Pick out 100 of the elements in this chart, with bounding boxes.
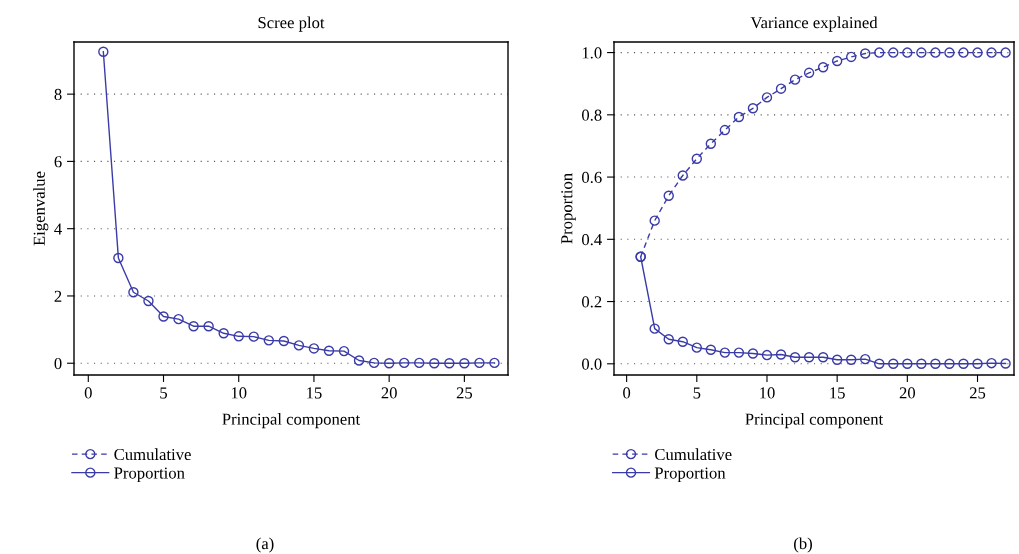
- point: [649, 323, 660, 334]
- chart-title: Variance explained: [750, 16, 878, 32]
- point: [173, 313, 184, 325]
- point: [98, 46, 109, 57]
- point: [775, 83, 787, 94]
- point: [944, 358, 955, 370]
- x-tick-label: 10: [231, 387, 247, 399]
- point: [719, 124, 731, 136]
- point: [1000, 358, 1011, 369]
- point: [414, 357, 425, 369]
- x-tick-label: 20: [899, 387, 916, 399]
- y-tick-label: 0.0: [582, 358, 602, 370]
- point: [817, 61, 829, 73]
- point: [677, 170, 688, 181]
- point: [691, 153, 703, 164]
- point: [398, 357, 410, 369]
- point: [128, 287, 139, 298]
- point: [649, 215, 660, 226]
- x-tick-label: 0: [84, 387, 92, 399]
- point: [338, 345, 350, 357]
- point: [775, 349, 787, 360]
- point: [733, 347, 745, 358]
- x-tick-label: 25: [456, 387, 473, 399]
- point: [972, 47, 983, 58]
- point: [489, 357, 500, 369]
- point: [663, 190, 674, 201]
- x-axis-title: Principal component: [745, 413, 884, 429]
- point: [958, 358, 969, 370]
- point: [874, 358, 885, 370]
- point: [860, 353, 871, 365]
- x-tick-label: 5: [160, 387, 168, 399]
- point: [888, 47, 899, 58]
- legend-label: Cumulative: [114, 448, 191, 461]
- point: [188, 321, 199, 332]
- x-tick-label: 10: [760, 387, 775, 399]
- point: [323, 345, 335, 356]
- x-axis-title: Principal component: [222, 413, 361, 429]
- point: [233, 331, 244, 342]
- point: [874, 47, 885, 58]
- point: [986, 357, 997, 369]
- point: [474, 357, 485, 369]
- x-tick-label: 15: [830, 387, 845, 399]
- x-tick-label: 20: [381, 387, 397, 399]
- point: [747, 348, 759, 359]
- x-tick-label: 15: [307, 387, 322, 399]
- point: [308, 343, 320, 354]
- point: [944, 47, 955, 58]
- y-tick-label: 1.0: [582, 47, 602, 59]
- point: [1000, 47, 1011, 58]
- point: [733, 111, 745, 123]
- point: [368, 357, 380, 369]
- y-tick-label: 8: [54, 88, 62, 101]
- point: [203, 321, 214, 332]
- y-tick-label: 6: [54, 156, 62, 168]
- point: [761, 349, 773, 361]
- point: [916, 358, 927, 370]
- point: [845, 51, 857, 63]
- point: [831, 55, 843, 67]
- point: [459, 358, 470, 369]
- point: [958, 47, 969, 58]
- point: [143, 295, 154, 307]
- y-tick-label: 0.8: [582, 109, 602, 121]
- point: [248, 331, 259, 342]
- point: [902, 47, 913, 58]
- y-tick-label: 0.4: [582, 234, 602, 246]
- y-tick-label: 2: [54, 290, 62, 302]
- x-tick-label: 0: [623, 387, 631, 399]
- point: [902, 358, 913, 370]
- point: [429, 358, 440, 369]
- point: [705, 344, 717, 356]
- text: (a): [256, 537, 274, 553]
- y-tick-label: 0: [54, 357, 62, 370]
- point: [888, 358, 899, 370]
- point: [831, 354, 843, 365]
- point: [677, 336, 688, 347]
- point: [916, 47, 927, 58]
- point: [705, 138, 717, 149]
- point: [761, 92, 773, 103]
- y-tick-label: 0.2: [582, 296, 602, 308]
- point: [860, 48, 871, 59]
- point: [263, 335, 275, 346]
- point: [789, 352, 801, 363]
- point: [972, 358, 983, 370]
- point: [930, 358, 941, 370]
- point: [158, 311, 169, 322]
- point: [113, 252, 124, 264]
- point: [691, 342, 703, 353]
- point: [293, 340, 305, 351]
- x-tick-label: 25: [969, 387, 986, 399]
- point: [663, 334, 674, 345]
- point: [817, 352, 829, 363]
- point: [383, 358, 395, 369]
- x-tick-label: 5: [693, 387, 701, 399]
- chart-title: Scree plot: [258, 16, 325, 32]
- point: [278, 335, 290, 347]
- text: (b): [794, 537, 812, 553]
- point: [803, 352, 815, 363]
- point: [845, 354, 857, 365]
- point: [747, 103, 759, 114]
- point: [803, 67, 815, 79]
